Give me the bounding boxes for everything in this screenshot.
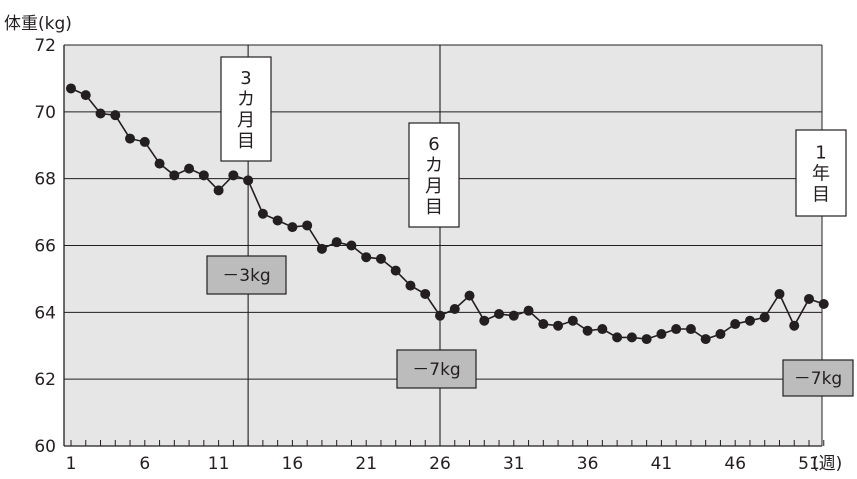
- y-tick-label: 62: [34, 370, 56, 390]
- data-point: [685, 324, 696, 335]
- data-point: [287, 222, 298, 233]
- data-point: [818, 298, 829, 309]
- x-tick-label: 1: [66, 454, 77, 474]
- data-point: [110, 110, 121, 121]
- milestone-label-char: 月: [237, 110, 255, 131]
- data-point: [66, 83, 76, 94]
- milestone-label-char: 目: [237, 131, 255, 152]
- data-point: [95, 108, 106, 119]
- data-point: [641, 334, 652, 345]
- data-point: [139, 136, 150, 147]
- y-tick-label: 66: [34, 237, 56, 257]
- x-tick-label: 46: [724, 454, 746, 474]
- loss-box: [396, 349, 477, 389]
- loss-box: [782, 359, 854, 397]
- data-point: [449, 303, 460, 314]
- data-point: [715, 329, 726, 340]
- data-point: [523, 305, 534, 316]
- data-point: [361, 252, 372, 263]
- loss-box: [206, 255, 287, 295]
- data-point: [744, 315, 755, 326]
- data-point: [671, 324, 682, 335]
- data-point: [567, 315, 578, 326]
- milestone-label-char: カ: [237, 89, 255, 110]
- x-tick-label: 51: [798, 454, 820, 474]
- data-point: [213, 185, 224, 196]
- milestone-label-char: 1: [815, 143, 826, 164]
- data-point: [184, 163, 195, 174]
- data-point: [272, 215, 283, 226]
- x-axis-unit: (週): [812, 454, 842, 474]
- milestone-label-char: 年: [812, 164, 830, 185]
- x-tick-label: 36: [577, 454, 599, 474]
- data-point: [612, 332, 623, 343]
- data-point: [700, 334, 711, 345]
- data-point: [538, 319, 549, 330]
- milestone-label-char: 6: [428, 134, 439, 155]
- data-point: [759, 312, 770, 323]
- data-point: [390, 265, 401, 276]
- milestone-label-char: 3: [240, 68, 251, 89]
- data-point: [420, 288, 431, 299]
- data-point: [582, 325, 593, 336]
- milestone-label-char: カ: [425, 155, 443, 176]
- data-point: [198, 170, 209, 181]
- x-tick-label: 11: [208, 454, 230, 474]
- data-point: [435, 310, 445, 321]
- milestone-label-char: 月: [425, 176, 443, 197]
- data-point: [228, 170, 239, 181]
- data-point: [169, 170, 180, 181]
- x-tick-label: 31: [503, 454, 525, 474]
- data-point: [479, 315, 490, 326]
- data-point: [316, 243, 327, 254]
- x-tick-label: 6: [139, 454, 150, 474]
- data-point: [656, 329, 667, 340]
- loss-annotations: －3kg －7kg －7kg: [206, 255, 854, 397]
- y-axis-label: 体重(kg): [4, 14, 72, 34]
- data-point: [243, 175, 254, 186]
- y-tick-label: 64: [34, 303, 56, 323]
- data-point: [80, 90, 91, 101]
- x-tick-label: 26: [429, 454, 451, 474]
- series-line: [70, 87, 825, 340]
- data-point: [730, 319, 741, 330]
- data-point: [774, 288, 785, 299]
- x-tick-label: 16: [282, 454, 304, 474]
- data-point: [553, 320, 564, 331]
- loss-label: －7kg: [794, 369, 842, 389]
- data-point: [125, 133, 136, 144]
- data-point: [405, 280, 416, 291]
- y-tick-label: 70: [34, 103, 56, 123]
- y-tick-label: 68: [34, 170, 56, 190]
- data-point: [346, 240, 357, 251]
- x-tick-label: 21: [355, 454, 377, 474]
- data-point: [494, 309, 505, 320]
- data-point: [804, 293, 814, 304]
- weight-series: [66, 83, 829, 345]
- milestone-box: [220, 56, 272, 162]
- milestone-label-char: 目: [812, 185, 830, 206]
- data-point: [597, 324, 608, 335]
- milestone-box: [408, 122, 460, 228]
- loss-label: －7kg: [412, 360, 460, 380]
- x-tick-label: 41: [651, 454, 673, 474]
- data-point: [789, 320, 800, 331]
- data-point: [302, 220, 313, 231]
- y-tick-label: 60: [34, 437, 56, 457]
- y-tick-label: 72: [34, 36, 56, 56]
- data-point: [508, 310, 519, 321]
- milestone-label-char: 目: [425, 197, 443, 218]
- data-point: [331, 237, 342, 248]
- milestone-box: [795, 129, 847, 217]
- loss-label: －3kg: [222, 266, 270, 286]
- data-point: [464, 290, 475, 301]
- data-point: [257, 208, 268, 219]
- data-point: [154, 158, 165, 169]
- data-point: [626, 332, 637, 343]
- data-point: [375, 253, 386, 264]
